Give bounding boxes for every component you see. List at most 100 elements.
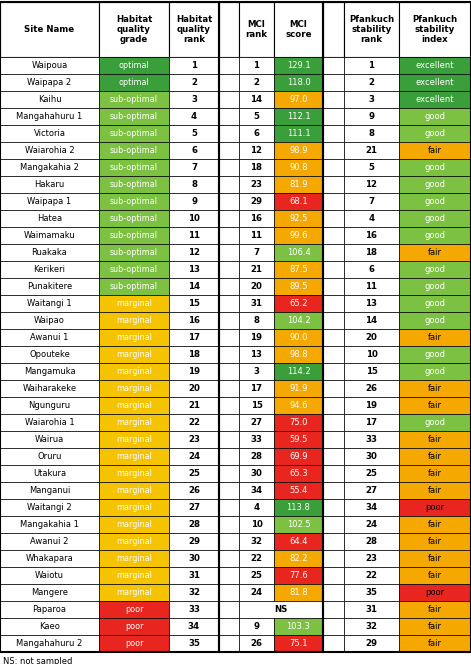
Text: 98.9: 98.9	[289, 146, 308, 155]
Text: 59.5: 59.5	[289, 435, 308, 444]
Text: 20: 20	[251, 282, 262, 291]
Bar	[344, 482, 399, 499]
Text: 31: 31	[365, 605, 377, 614]
Bar	[344, 2, 399, 57]
Text: Kerikeri: Kerikeri	[33, 265, 65, 274]
Text: good: good	[424, 231, 446, 240]
Text: 18: 18	[365, 248, 377, 257]
Bar	[344, 567, 399, 584]
Text: 6: 6	[368, 265, 374, 274]
Bar	[239, 465, 274, 482]
Bar	[219, 601, 239, 618]
Text: 26: 26	[365, 384, 377, 393]
Bar	[274, 125, 323, 142]
Bar	[239, 193, 274, 210]
Text: 17: 17	[188, 333, 200, 342]
Text: 29: 29	[365, 639, 377, 648]
Text: Wairua: Wairua	[35, 435, 64, 444]
Text: 98.8: 98.8	[289, 350, 308, 359]
Bar	[239, 516, 274, 533]
Text: 9: 9	[253, 622, 260, 631]
Text: 4: 4	[191, 112, 197, 121]
Text: Habitat
quality
rank: Habitat quality rank	[176, 15, 212, 44]
Text: sub-optimal: sub-optimal	[110, 112, 158, 121]
Bar	[169, 278, 219, 295]
Text: 12: 12	[365, 180, 377, 189]
Bar	[344, 244, 399, 261]
Bar	[169, 125, 219, 142]
Bar	[323, 499, 344, 516]
Text: 29: 29	[251, 197, 262, 206]
Bar	[219, 176, 239, 193]
Text: good: good	[424, 197, 446, 206]
Bar	[219, 635, 239, 652]
Text: 27: 27	[188, 503, 200, 512]
Bar	[219, 108, 239, 125]
Bar	[399, 125, 471, 142]
Text: 3: 3	[368, 95, 374, 104]
Bar	[399, 550, 471, 567]
Bar	[0, 329, 99, 346]
Bar	[399, 601, 471, 618]
Bar	[0, 244, 99, 261]
Bar	[323, 584, 344, 601]
Bar	[219, 363, 239, 380]
Bar	[323, 108, 344, 125]
Text: 34: 34	[188, 622, 200, 631]
Text: 11: 11	[188, 231, 200, 240]
Text: 24: 24	[251, 588, 262, 597]
Bar	[99, 108, 169, 125]
Text: 7: 7	[191, 163, 197, 172]
Text: Manganui: Manganui	[29, 486, 70, 495]
Bar	[169, 2, 219, 57]
Text: 102.5: 102.5	[287, 520, 310, 529]
Text: Waipao: Waipao	[34, 316, 65, 325]
Bar	[99, 584, 169, 601]
Text: good: good	[424, 350, 446, 359]
Bar	[274, 159, 323, 176]
Text: Opouteke: Opouteke	[29, 350, 70, 359]
Text: 12: 12	[188, 248, 200, 257]
Bar	[219, 227, 239, 244]
Text: 2: 2	[191, 78, 197, 87]
Bar	[239, 159, 274, 176]
Text: 7: 7	[368, 197, 374, 206]
Text: fair: fair	[428, 639, 442, 648]
Text: fair: fair	[428, 452, 442, 461]
Bar	[399, 193, 471, 210]
Text: NS: not sampled: NS: not sampled	[3, 657, 73, 664]
Text: marginal: marginal	[116, 316, 152, 325]
Bar	[274, 618, 323, 635]
Bar	[323, 448, 344, 465]
Bar	[169, 499, 219, 516]
Text: Whakapara: Whakapara	[25, 554, 73, 563]
Bar	[0, 193, 99, 210]
Text: fair: fair	[428, 486, 442, 495]
Bar	[399, 380, 471, 397]
Text: 19: 19	[188, 367, 200, 376]
Bar	[399, 499, 471, 516]
Text: 77.6: 77.6	[289, 571, 308, 580]
Bar	[399, 329, 471, 346]
Bar	[0, 210, 99, 227]
Text: fair: fair	[428, 554, 442, 563]
Bar	[0, 261, 99, 278]
Bar	[99, 448, 169, 465]
Bar	[169, 618, 219, 635]
Bar	[399, 312, 471, 329]
Text: 3: 3	[191, 95, 197, 104]
Bar	[323, 601, 344, 618]
Bar	[274, 142, 323, 159]
Bar	[274, 431, 323, 448]
Bar	[99, 176, 169, 193]
Bar	[169, 193, 219, 210]
Bar	[323, 244, 344, 261]
Bar	[0, 584, 99, 601]
Text: 89.5: 89.5	[289, 282, 308, 291]
Text: Mangahahuru 2: Mangahahuru 2	[16, 639, 82, 648]
Text: good: good	[424, 316, 446, 325]
Bar	[169, 227, 219, 244]
Text: 17: 17	[251, 384, 262, 393]
Bar	[274, 584, 323, 601]
Bar	[169, 176, 219, 193]
